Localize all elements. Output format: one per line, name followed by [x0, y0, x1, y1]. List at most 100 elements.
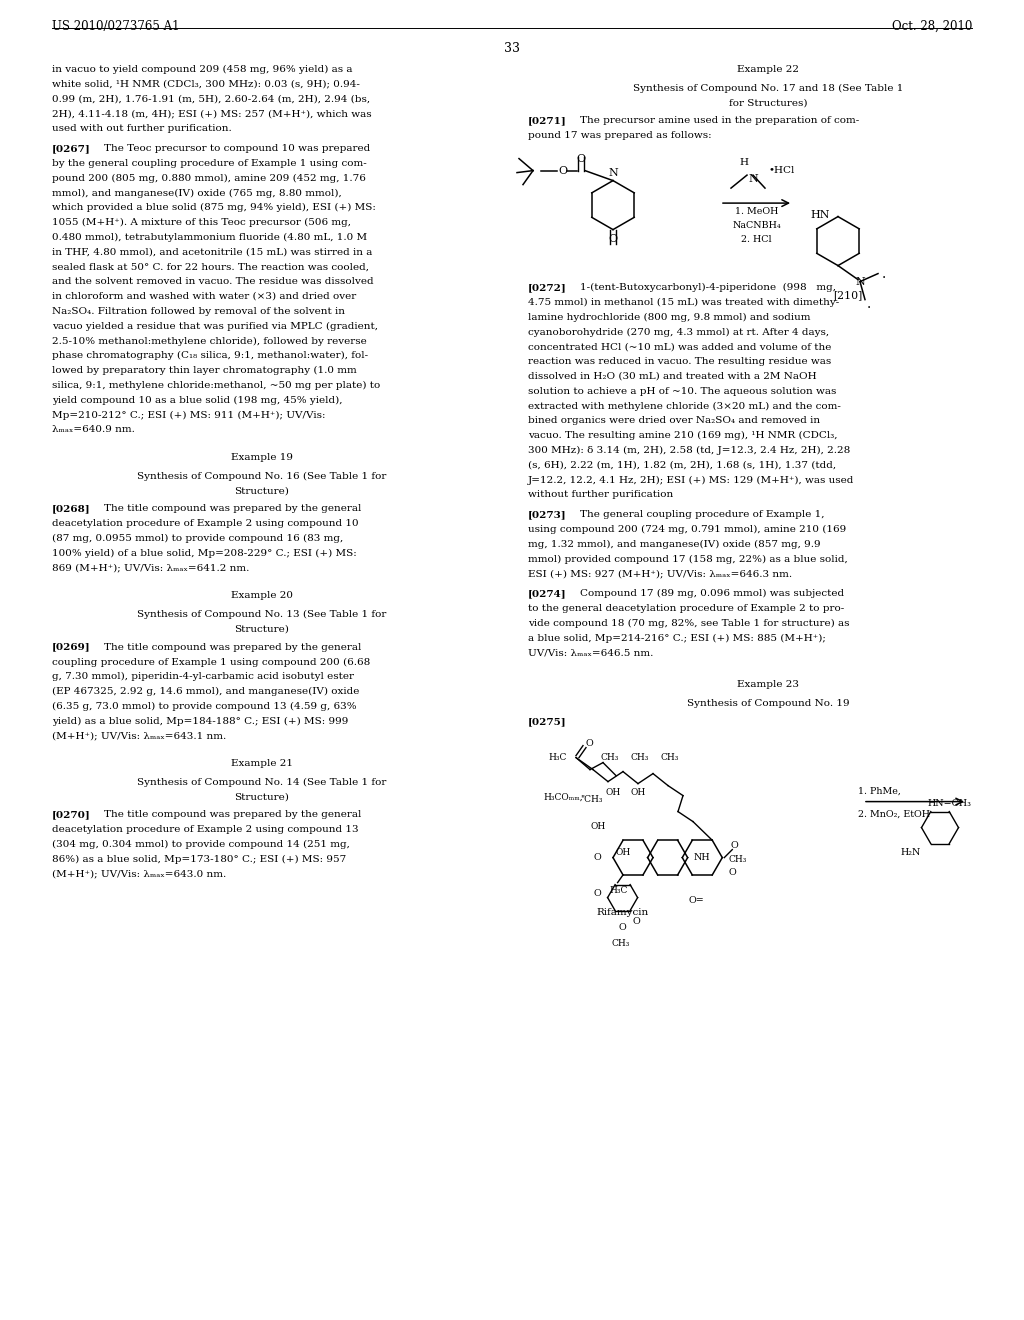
Text: (EP 467325, 2.92 g, 14.6 mmol), and manganese(IV) oxide: (EP 467325, 2.92 g, 14.6 mmol), and mang…: [52, 686, 359, 696]
Text: O: O: [728, 869, 736, 876]
Text: HN: HN: [810, 210, 829, 219]
Text: ESI (+) MS: 927 (M+H⁺); UV/Vis: λₘₐₓ=646.3 nm.: ESI (+) MS: 927 (M+H⁺); UV/Vis: λₘₐₓ=646…: [528, 569, 793, 578]
Text: 2H), 4.11-4.18 (m, 4H); ESI (+) MS: 257 (M+H⁺), which was: 2H), 4.11-4.18 (m, 4H); ESI (+) MS: 257 …: [52, 110, 372, 119]
Text: CH₃: CH₃: [728, 855, 746, 865]
Text: H₃COₘₘ,: H₃COₘₘ,: [543, 793, 583, 803]
Text: Example 22: Example 22: [737, 65, 799, 74]
Text: [0267]: [0267]: [52, 144, 91, 153]
Text: The precursor amine used in the preparation of com-: The precursor amine used in the preparat…: [580, 116, 859, 125]
Text: N: N: [608, 168, 617, 178]
Text: bined organics were dried over Na₂SO₄ and removed in: bined organics were dried over Na₂SO₄ an…: [528, 416, 820, 425]
Text: mmol), and manganese(IV) oxide (765 mg, 8.80 mmol),: mmol), and manganese(IV) oxide (765 mg, …: [52, 189, 342, 198]
Text: Synthesis of Compound No. 16 (See Table 1 for: Synthesis of Compound No. 16 (See Table …: [137, 471, 387, 480]
Text: (M+H⁺); UV/Vis: λₘₐₓ=643.1 nm.: (M+H⁺); UV/Vis: λₘₐₓ=643.1 nm.: [52, 731, 226, 741]
Text: 100% yield) of a blue solid, Mp=208-229° C.; ESI (+) MS:: 100% yield) of a blue solid, Mp=208-229°…: [52, 549, 356, 558]
Text: 0.99 (m, 2H), 1.76-1.91 (m, 5H), 2.60-2.64 (m, 2H), 2.94 (bs,: 0.99 (m, 2H), 1.76-1.91 (m, 5H), 2.60-2.…: [52, 95, 370, 103]
Text: O=: O=: [688, 895, 705, 904]
Text: to the general deacetylation procedure of Example 2 to pro-: to the general deacetylation procedure o…: [528, 603, 844, 612]
Text: Synthesis of Compound No. 19: Synthesis of Compound No. 19: [687, 698, 849, 708]
Text: mg, 1.32 mmol), and manganese(IV) oxide (857 mg, 9.9: mg, 1.32 mmol), and manganese(IV) oxide …: [528, 540, 820, 549]
Text: 2.5-10% methanol:methylene chloride), followed by reverse: 2.5-10% methanol:methylene chloride), fo…: [52, 337, 367, 346]
Text: reaction was reduced in vacuo. The resulting residue was: reaction was reduced in vacuo. The resul…: [528, 358, 831, 366]
Text: pound 17 was prepared as follows:: pound 17 was prepared as follows:: [528, 131, 712, 140]
Text: Compound 17 (89 mg, 0.096 mmol) was subjected: Compound 17 (89 mg, 0.096 mmol) was subj…: [580, 589, 844, 598]
Text: [0269]: [0269]: [52, 643, 91, 652]
Text: [0268]: [0268]: [52, 504, 91, 513]
Text: [0273]: [0273]: [528, 510, 566, 519]
Text: 4.75 mmol) in methanol (15 mL) was treated with dimethy-: 4.75 mmol) in methanol (15 mL) was treat…: [528, 298, 840, 308]
Text: a blue solid, Mp=214-216° C.; ESI (+) MS: 885 (M+H⁺);: a blue solid, Mp=214-216° C.; ESI (+) MS…: [528, 634, 826, 643]
Text: mmol) provided compound 17 (158 mg, 22%) as a blue solid,: mmol) provided compound 17 (158 mg, 22%)…: [528, 554, 848, 564]
Text: solution to achieve a pH of ~10. The aqueous solution was: solution to achieve a pH of ~10. The aqu…: [528, 387, 837, 396]
Text: UV/Vis: λₘₐₓ=646.5 nm.: UV/Vis: λₘₐₓ=646.5 nm.: [528, 648, 653, 657]
Text: phase chromatography (C₁₈ silica, 9:1, methanol:water), fol-: phase chromatography (C₁₈ silica, 9:1, m…: [52, 351, 368, 360]
Text: cyanoborohydride (270 mg, 4.3 mmol) at rt. After 4 days,: cyanoborohydride (270 mg, 4.3 mmol) at r…: [528, 327, 829, 337]
Text: Rifamycin: Rifamycin: [597, 908, 649, 916]
Text: 2. HCl: 2. HCl: [741, 235, 772, 244]
Text: [0270]: [0270]: [52, 810, 91, 820]
Text: lamine hydrochloride (800 mg, 9.8 mmol) and sodium: lamine hydrochloride (800 mg, 9.8 mmol) …: [528, 313, 811, 322]
Text: Synthesis of Compound No. 17 and 18 (See Table 1: Synthesis of Compound No. 17 and 18 (See…: [633, 83, 903, 92]
Text: 1055 (M+H⁺). A mixture of this Teoc precursor (506 mg,: 1055 (M+H⁺). A mixture of this Teoc prec…: [52, 218, 351, 227]
Text: used with out further purification.: used with out further purification.: [52, 124, 231, 133]
Text: g, 7.30 mmol), piperidin-4-yl-carbamic acid isobutyl ester: g, 7.30 mmol), piperidin-4-yl-carbamic a…: [52, 672, 354, 681]
Text: .: .: [882, 267, 886, 281]
Text: The title compound was prepared by the general: The title compound was prepared by the g…: [104, 643, 361, 652]
Text: without further purification: without further purification: [528, 490, 673, 499]
Text: 300 MHz): δ 3.14 (m, 2H), 2.58 (td, J=12.3, 2.4 Hz, 2H), 2.28: 300 MHz): δ 3.14 (m, 2H), 2.58 (td, J=12…: [528, 446, 850, 455]
Text: 1. PhMe,: 1. PhMe,: [858, 787, 901, 796]
Text: yield compound 10 as a blue solid (198 mg, 45% yield),: yield compound 10 as a blue solid (198 m…: [52, 396, 342, 405]
Text: using compound 200 (724 mg, 0.791 mmol), amine 210 (169: using compound 200 (724 mg, 0.791 mmol),…: [528, 525, 846, 535]
Text: (s, 6H), 2.22 (m, 1H), 1.82 (m, 2H), 1.68 (s, 1H), 1.37 (tdd,: (s, 6H), 2.22 (m, 1H), 1.82 (m, 2H), 1.6…: [528, 461, 837, 470]
Text: Synthesis of Compound No. 14 (See Table 1 for: Synthesis of Compound No. 14 (See Table …: [137, 777, 387, 787]
Text: for Structures): for Structures): [729, 98, 807, 107]
Text: O: O: [594, 890, 602, 898]
Text: silica, 9:1, methylene chloride:methanol, ~50 mg per plate) to: silica, 9:1, methylene chloride:methanol…: [52, 380, 380, 389]
Text: λₘₐₓ=640.9 nm.: λₘₐₓ=640.9 nm.: [52, 425, 135, 434]
Text: Na₂SO₄. Filtration followed by removal of the solvent in: Na₂SO₄. Filtration followed by removal o…: [52, 306, 345, 315]
Text: NH: NH: [694, 853, 711, 862]
Text: deacetylation procedure of Example 2 using compound 10: deacetylation procedure of Example 2 usi…: [52, 519, 358, 528]
Text: concentrated HCl (~10 mL) was added and volume of the: concentrated HCl (~10 mL) was added and …: [528, 342, 831, 351]
Text: The title compound was prepared by the general: The title compound was prepared by the g…: [104, 810, 361, 820]
Text: in THF, 4.80 mmol), and acetonitrile (15 mL) was stirred in a: in THF, 4.80 mmol), and acetonitrile (15…: [52, 248, 373, 256]
Text: 0.480 mmol), tetrabutylammonium fluoride (4.80 mL, 1.0 M: 0.480 mmol), tetrabutylammonium fluoride…: [52, 232, 368, 242]
Text: extracted with methylene chloride (3×20 mL) and the com-: extracted with methylene chloride (3×20 …: [528, 401, 841, 411]
Text: CH₃: CH₃: [601, 752, 620, 762]
Text: by the general coupling procedure of Example 1 using com-: by the general coupling procedure of Exa…: [52, 158, 367, 168]
Text: which provided a blue solid (875 mg, 94% yield), ESI (+) MS:: which provided a blue solid (875 mg, 94%…: [52, 203, 376, 213]
Text: The general coupling procedure of Example 1,: The general coupling procedure of Exampl…: [580, 510, 824, 519]
Text: Example 23: Example 23: [737, 680, 799, 689]
Text: in vacuo to yield compound 209 (458 mg, 96% yield) as a: in vacuo to yield compound 209 (458 mg, …: [52, 65, 352, 74]
Text: (87 mg, 0.0955 mmol) to provide compound 16 (83 mg,: (87 mg, 0.0955 mmol) to provide compound…: [52, 533, 343, 543]
Text: NaCNBH₄: NaCNBH₄: [732, 220, 781, 230]
Text: OH: OH: [631, 788, 645, 796]
Text: [0271]: [0271]: [528, 116, 566, 125]
Text: yield) as a blue solid, Mp=184-188° C.; ESI (+) MS: 999: yield) as a blue solid, Mp=184-188° C.; …: [52, 717, 348, 726]
Text: (304 mg, 0.304 mmol) to provide compound 14 (251 mg,: (304 mg, 0.304 mmol) to provide compound…: [52, 840, 350, 849]
Text: vacuo yielded a residue that was purified via MPLC (gradient,: vacuo yielded a residue that was purifie…: [52, 322, 378, 331]
Text: Synthesis of Compound No. 13 (See Table 1 for: Synthesis of Compound No. 13 (See Table …: [137, 610, 387, 619]
Text: 869 (M+H⁺); UV/Vis: λₘₐₓ=641.2 nm.: 869 (M+H⁺); UV/Vis: λₘₐₓ=641.2 nm.: [52, 564, 250, 573]
Text: (6.35 g, 73.0 mmol) to provide compound 13 (4.59 g, 63%: (6.35 g, 73.0 mmol) to provide compound …: [52, 702, 356, 711]
Text: 1. MeOH: 1. MeOH: [735, 207, 778, 216]
Text: O: O: [593, 853, 601, 862]
Text: coupling procedure of Example 1 using compound 200 (6.68: coupling procedure of Example 1 using co…: [52, 657, 371, 667]
Text: in chloroform and washed with water (×3) and dried over: in chloroform and washed with water (×3)…: [52, 292, 356, 301]
Text: OH: OH: [591, 821, 605, 830]
Text: The title compound was prepared by the general: The title compound was prepared by the g…: [104, 504, 361, 513]
Text: H: H: [739, 158, 749, 168]
Text: O: O: [608, 234, 617, 244]
Text: Example 20: Example 20: [231, 591, 293, 601]
Text: Structure): Structure): [234, 624, 290, 634]
Text: O: O: [586, 739, 594, 748]
Text: [0274]: [0274]: [528, 589, 566, 598]
Text: O: O: [618, 923, 627, 932]
Text: O: O: [730, 841, 738, 850]
Text: [210]: [210]: [834, 290, 862, 301]
Text: sealed flask at 50° C. for 22 hours. The reaction was cooled,: sealed flask at 50° C. for 22 hours. The…: [52, 263, 369, 272]
Text: H₃C: H₃C: [609, 886, 628, 895]
Text: Oct. 28, 2010: Oct. 28, 2010: [892, 20, 972, 33]
Text: US 2010/0273765 A1: US 2010/0273765 A1: [52, 20, 179, 33]
Text: CH₃: CH₃: [611, 939, 630, 948]
